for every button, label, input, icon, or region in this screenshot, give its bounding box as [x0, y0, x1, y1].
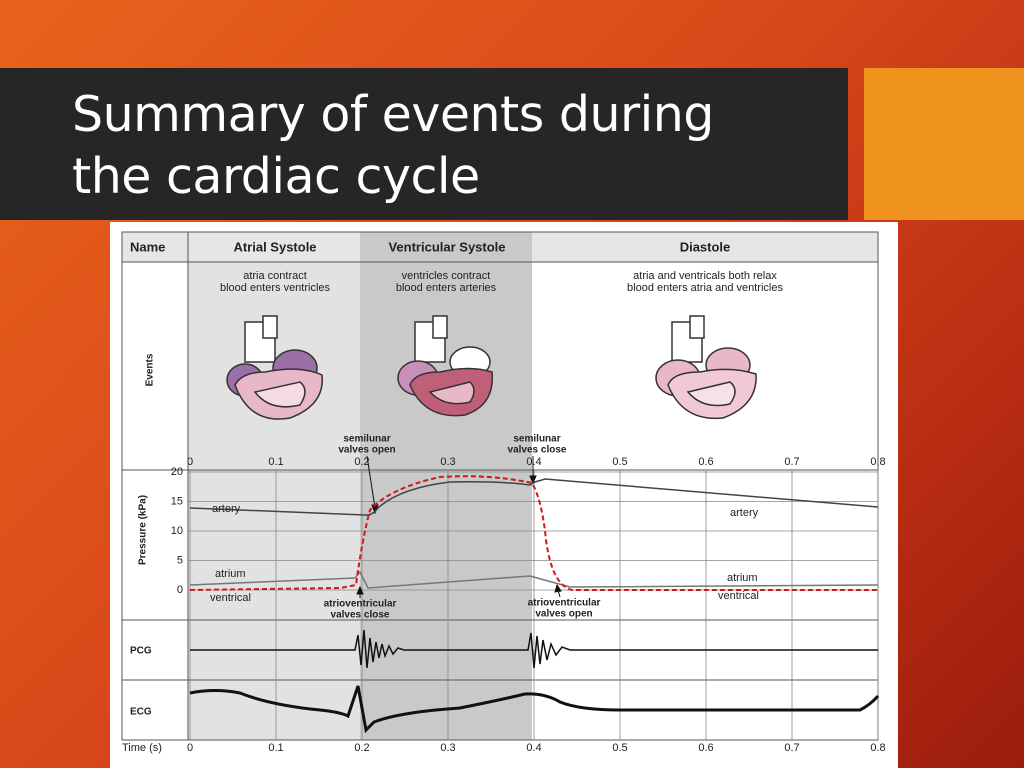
event-text: atria contract	[243, 270, 307, 282]
annotation: valves open	[535, 609, 592, 620]
row-label: ECG	[130, 707, 152, 718]
time-tick-label: 0	[187, 456, 193, 468]
event-text: blood enters atria and ventricles	[627, 282, 783, 294]
time-tick-label: 0.2	[354, 742, 369, 754]
atrium-curve	[189, 570, 879, 589]
time-tick-label: 0.4	[526, 456, 541, 468]
curve-label: atrium	[215, 568, 246, 580]
events-label: Events	[145, 353, 156, 386]
pressure-axis-label: Pressure (kPa)	[138, 495, 149, 565]
title-bar	[0, 68, 848, 220]
accent-box	[864, 68, 1024, 220]
pcg-trace	[190, 629, 878, 669]
curve-label: atrium	[727, 572, 758, 584]
annotation: atrioventricular	[324, 599, 397, 610]
time-tick-label: 0.1	[268, 742, 283, 754]
event-text: atria and ventricals both relax	[633, 270, 777, 282]
curve-label: artery	[730, 507, 759, 519]
pressure-tick-label: 10	[171, 525, 183, 537]
event-text: ventricles contract	[402, 270, 491, 282]
phase-name: Atrial Systole	[233, 239, 316, 254]
pressure-tick-label: 15	[171, 495, 183, 507]
heart-illustration	[655, 315, 757, 420]
time-tick-label: 0	[187, 742, 193, 754]
time-tick-label: 0.7	[784, 742, 799, 754]
pressure-tick-label: 0	[177, 584, 183, 596]
curve-label: ventrical	[718, 590, 759, 602]
event-text: blood enters ventricles	[220, 282, 331, 294]
time-tick-label: 0.6	[698, 742, 713, 754]
slide-title: Summary of events during the cardiac cyc…	[72, 86, 714, 205]
pressure-tick-label: 20	[171, 466, 183, 478]
annotation: atrioventricular	[528, 598, 601, 609]
time-tick-label: 0.8	[870, 742, 885, 754]
time-tick-label: 0.7	[784, 456, 799, 468]
annotation: valves close	[508, 445, 567, 456]
annotation: valves close	[331, 610, 390, 621]
time-tick-label: 0.3	[440, 742, 455, 754]
time-tick-label: 0.2	[354, 456, 369, 468]
cardiac-figure: Name Atrial Systole Ventricular Systole …	[110, 222, 898, 768]
pressure-tick-label: 5	[177, 554, 183, 566]
time-axis-label: Time (s)	[122, 742, 162, 754]
time-tick-label: 0.5	[612, 742, 627, 754]
time-tick-label: 0.5	[612, 456, 627, 468]
annotation: semilunar	[513, 434, 560, 445]
artery-curve	[189, 478, 879, 516]
grid	[188, 470, 879, 740]
time-tick-label: 0.1	[268, 456, 283, 468]
name-label: Name	[130, 239, 165, 254]
time-tick-label: 0.6	[698, 456, 713, 468]
heart-illustration	[226, 315, 323, 420]
phase-name: Ventricular Systole	[388, 239, 505, 254]
time-tick-label: 0.8	[870, 456, 885, 468]
row-label: PCG	[130, 646, 152, 657]
time-tick-label: 0.3	[440, 456, 455, 468]
arrows	[356, 455, 562, 598]
ventricular-column	[360, 232, 532, 740]
ticks: 0 0 0.1 0.1 0.2 0.2 0.3 0.3 0.4 0.4 0.5 0.5 0.6 0.6 0.…	[171, 456, 886, 754]
annotation: valves open	[338, 445, 395, 456]
heart-illustration	[397, 315, 493, 417]
event-text: blood enters arteries	[396, 282, 497, 294]
ventricle-curve	[189, 475, 878, 591]
annotation: semilunar	[343, 434, 390, 445]
curve-label: artery	[212, 503, 241, 515]
curve-label: ventrical	[210, 592, 251, 604]
ecg-trace	[189, 685, 880, 734]
time-tick-label: 0.4	[526, 742, 541, 754]
phase-name: Diastole	[680, 239, 731, 254]
